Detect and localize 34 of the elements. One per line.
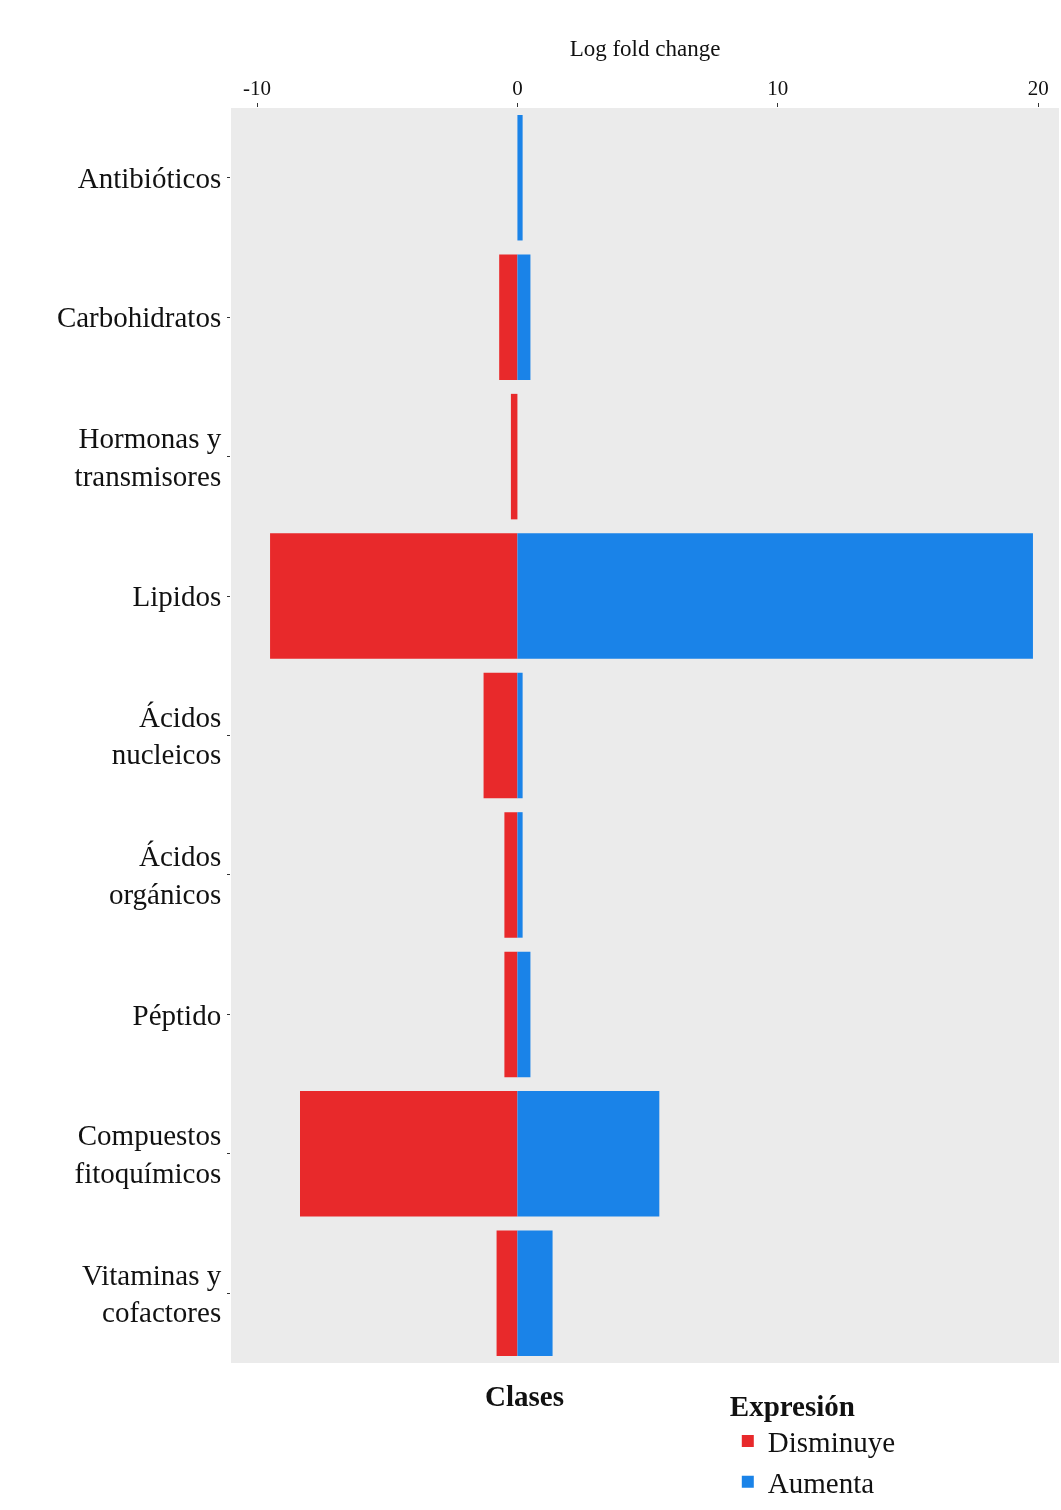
bar bbox=[517, 1091, 660, 1217]
legend-label: Aumenta bbox=[767, 1467, 875, 1500]
legend-label: Disminuye bbox=[767, 1426, 896, 1459]
y-tick-label: Hormonas y transmisores bbox=[74, 421, 222, 492]
bar bbox=[517, 812, 523, 938]
bar bbox=[510, 393, 518, 520]
y-tick-label: Ácidos orgánicos bbox=[108, 840, 222, 910]
y-tick-label: Antibióticos bbox=[77, 161, 222, 194]
bar bbox=[504, 951, 518, 1078]
x-tick-label: 20 bbox=[1027, 75, 1049, 100]
bar bbox=[300, 1091, 518, 1217]
bar bbox=[499, 254, 518, 380]
bar bbox=[517, 951, 531, 1078]
bar bbox=[517, 114, 523, 241]
legend-title: Expresión bbox=[729, 1389, 855, 1422]
y-tick-label: Carbohidratos bbox=[56, 301, 222, 334]
bar bbox=[517, 254, 531, 380]
x-tick-label: -10 bbox=[243, 75, 272, 100]
x-tick-label: 0 bbox=[512, 75, 523, 100]
y-tick-label: Lipidos bbox=[132, 580, 222, 613]
bar bbox=[496, 1230, 518, 1357]
x-axis-title: Log fold change bbox=[569, 36, 721, 62]
y-tick-label: Compuestos fitoquímicos bbox=[74, 1119, 222, 1189]
x-tick-label: 10 bbox=[767, 75, 789, 100]
y-tick-label: Péptido bbox=[132, 998, 222, 1031]
bar bbox=[483, 672, 518, 799]
y-tick-label: Vitaminas y cofactores bbox=[81, 1258, 222, 1329]
bar bbox=[517, 1230, 553, 1357]
y-tick-label: Ácidos nucleicos bbox=[111, 700, 222, 771]
bar bbox=[504, 812, 518, 938]
bar bbox=[517, 533, 1033, 659]
bar bbox=[270, 533, 518, 659]
bar bbox=[517, 672, 523, 799]
text: Clases bbox=[485, 1380, 564, 1412]
